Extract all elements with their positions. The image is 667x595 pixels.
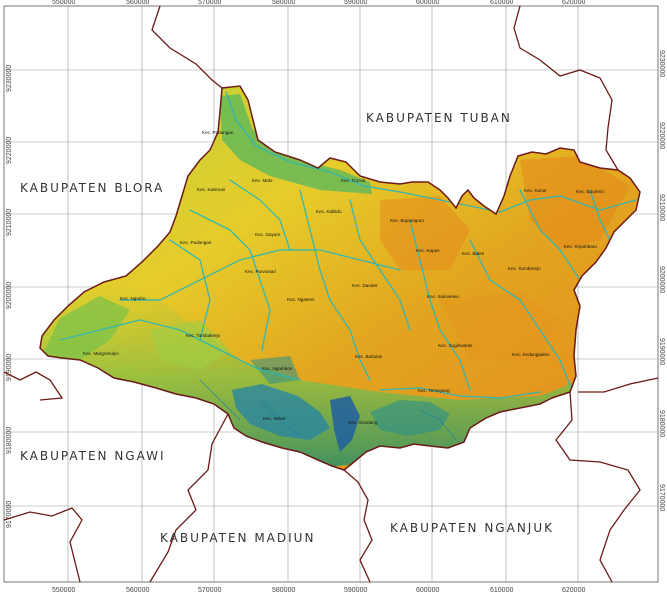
northing-label: 9200000 — [6, 282, 13, 309]
easting-label: 610000 — [490, 587, 513, 594]
kec-label: Kec. Baureno — [576, 189, 604, 194]
easting-labels-bottom: 550000 560000 570000 580000 590000 60000… — [52, 587, 585, 594]
northing-label: 9210000 — [6, 209, 13, 236]
easting-label: 560000 — [126, 0, 149, 6]
easting-label: 600000 — [416, 587, 439, 594]
kec-label: Kec. Kepohbaru — [564, 244, 597, 249]
kec-label: Kec. Purwosari — [245, 269, 276, 274]
northing-label: 9230000 — [6, 65, 13, 92]
kec-label: Kec. Kalitidu — [316, 209, 342, 214]
easting-label: 570000 — [198, 0, 221, 6]
northing-label: 9200000 — [658, 266, 665, 293]
kec-label: Kec. Ngraho — [120, 296, 146, 301]
easting-label: 550000 — [52, 587, 75, 594]
kec-label: Kec. Bojonegoro — [390, 218, 424, 223]
northing-label: 9230000 — [658, 50, 665, 77]
kec-label: Kec. Sekar — [263, 416, 286, 421]
northing-label: 9180000 — [6, 427, 13, 454]
regency-labels: KABUPATEN TUBAN KABUPATEN BLORA KABUPATE… — [20, 111, 554, 545]
label-blora: KABUPATEN BLORA — [20, 181, 164, 195]
easting-label: 590000 — [344, 587, 367, 594]
kec-label: Kec. Gondang — [348, 420, 378, 425]
easting-label: 570000 — [198, 587, 221, 594]
easting-label: 610000 — [490, 0, 513, 6]
northing-label: 9210000 — [658, 194, 665, 221]
northing-labels-right: 9230000 9220000 9210000 9200000 9190000 … — [658, 50, 665, 511]
kec-label: Kec. Trucuk — [341, 178, 366, 183]
neighbor-borders — [3, 5, 659, 583]
easting-label: 580000 — [272, 0, 295, 6]
label-nganjuk: KABUPATEN NGANJUK — [390, 521, 554, 535]
northing-label: 9220000 — [658, 122, 665, 149]
kec-label: Kec. Kapas — [416, 248, 440, 253]
northing-label: 9220000 — [6, 137, 13, 164]
kec-label: Kec. Padangan — [180, 240, 212, 245]
label-tuban: KABUPATEN TUBAN — [366, 111, 512, 125]
kec-label: Kec. Margomulyo — [83, 351, 119, 356]
kec-label: Kec. Ngasem — [287, 297, 315, 302]
easting-label: 560000 — [126, 587, 149, 594]
kec-label: Kec. Tambakrejo — [186, 333, 221, 338]
kec-label: Kec. Sukosewu — [427, 294, 459, 299]
easting-label: 590000 — [344, 0, 367, 6]
easting-label: 580000 — [272, 587, 295, 594]
kec-label: Kec. Gayam — [255, 232, 280, 237]
easting-label: 620000 — [562, 587, 585, 594]
kec-label: Kec. Malo — [252, 178, 273, 183]
kec-label: Kec. Kasiman — [197, 187, 226, 192]
northing-label: 9170000 — [658, 484, 665, 511]
label-ngawi: KABUPATEN NGAWI — [20, 449, 166, 463]
kec-label: Kec. Kedungadem — [512, 352, 550, 357]
kec-label: Kec. Padangan — [202, 130, 234, 135]
kec-label: Kec. Sumberejo — [508, 266, 541, 271]
northing-label: 9190000 — [658, 338, 665, 365]
easting-label: 620000 — [562, 0, 585, 6]
kec-label: Kec. Bubulan — [355, 354, 383, 359]
easting-label: 600000 — [416, 0, 439, 6]
northing-label: 9170000 — [6, 501, 13, 528]
easting-labels-top: 550000 560000 570000 580000 590000 60000… — [52, 0, 585, 6]
label-madiun: KABUPATEN MADIUN — [160, 531, 315, 545]
kec-label: Kec. Dander — [352, 283, 378, 288]
northing-label: 9180000 — [658, 410, 665, 437]
kec-label: Kec. Ngambon — [262, 366, 293, 371]
kecamatan-labels: Kec. Padangan Kec. Malo Kec. Trucuk Kec.… — [83, 130, 604, 425]
northing-label: 9190000 — [6, 354, 13, 381]
easting-label: 550000 — [52, 0, 75, 6]
kec-label: Kec. Balen — [462, 251, 485, 256]
kec-label: Kec. Kanor — [524, 188, 547, 193]
kec-label: Kec. Temayang — [418, 388, 450, 393]
northing-labels-left: 9230000 9220000 9210000 9200000 9190000 … — [6, 65, 13, 528]
kec-label: Kec. Sugihwaras — [438, 343, 473, 348]
